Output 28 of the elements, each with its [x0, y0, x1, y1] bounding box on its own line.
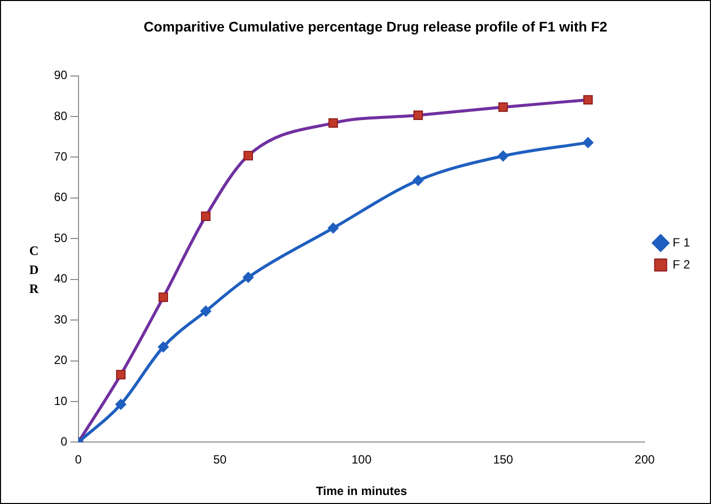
point	[242, 272, 254, 283]
x-tick-label: 50	[213, 452, 227, 467]
y-tick-label: 10	[54, 394, 68, 408]
point	[158, 341, 169, 352]
y-axis-title: CDR	[29, 242, 39, 298]
y-tick-label: 60	[54, 190, 68, 204]
x-tick-label: 100	[351, 452, 372, 467]
point	[498, 150, 509, 162]
x-tick-label: 0	[75, 452, 82, 467]
y-tick-label: 50	[54, 230, 68, 245]
point	[582, 137, 594, 148]
y-tick-label: 30	[54, 312, 68, 326]
y-tick-label: 0	[60, 434, 68, 449]
y-tick-label: 20	[54, 353, 68, 368]
legend-label: F 1	[672, 235, 690, 250]
y-tick-label: 70	[54, 150, 68, 164]
point	[412, 174, 424, 186]
y-tick-label: 40	[54, 272, 68, 286]
chart-title: Comparitive Cumulative percentage Drug release profile of F1 with F2	[144, 18, 608, 34]
x-tick-label: 200	[634, 452, 655, 467]
point	[115, 398, 126, 410]
legend-label: F 2	[672, 257, 690, 272]
point	[328, 222, 339, 234]
y-tick-label: 80	[54, 108, 68, 123]
x-axis-title: Time in minutes	[316, 484, 408, 498]
x-tick-label: 150	[493, 452, 514, 467]
y-tick-label: 90	[54, 68, 68, 82]
point	[200, 306, 212, 317]
